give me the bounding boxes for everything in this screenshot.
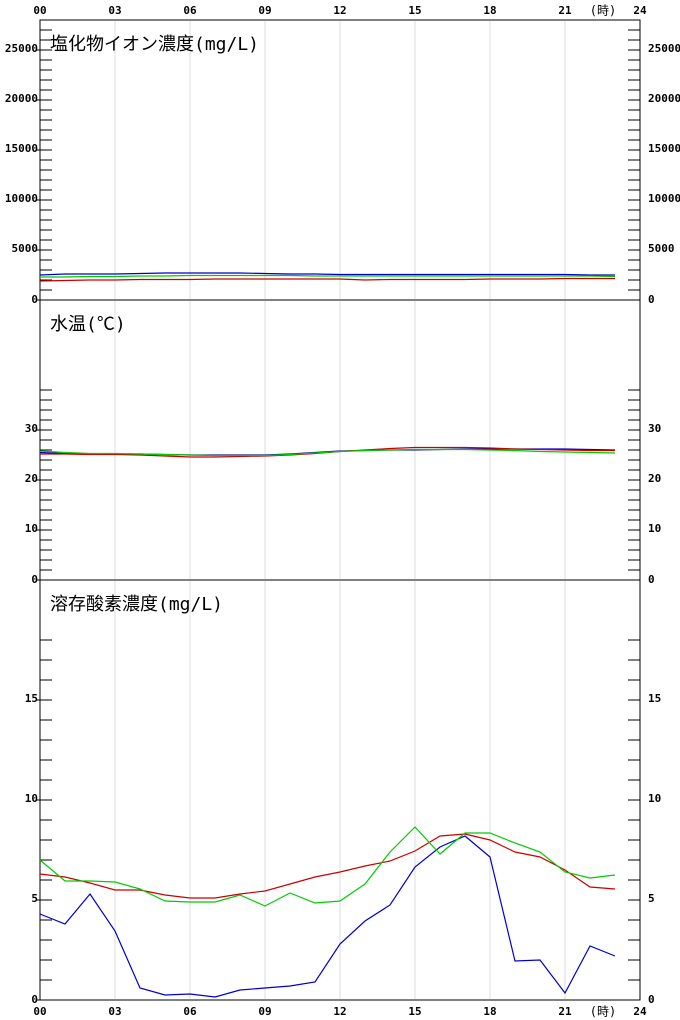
- data-line: [40, 274, 616, 278]
- x-tick-label: 18: [483, 1005, 496, 1018]
- y-tick-label: 0: [31, 293, 38, 306]
- x-tick-label: 06: [183, 1005, 197, 1018]
- y-tick-label: 10: [25, 792, 38, 805]
- y-tick-label: 10: [648, 792, 661, 805]
- y-tick-label: 20000: [5, 92, 38, 105]
- x-tick-label: 18: [483, 4, 496, 17]
- y-tick-label: 5: [648, 892, 655, 905]
- data-line: [39, 277, 615, 282]
- y-tick-label: 10: [25, 522, 38, 535]
- y-tick-label: 20: [25, 472, 38, 485]
- data-line: [39, 835, 616, 998]
- y-tick-label: 20: [648, 472, 661, 485]
- y-tick-label: 5000: [648, 242, 675, 255]
- y-tick-label: 10: [648, 522, 661, 535]
- x-tick-label: 00: [33, 1005, 46, 1018]
- x-tick-label: 15: [408, 4, 421, 17]
- data-line: [39, 826, 616, 907]
- y-tick-label: 0: [648, 993, 655, 1006]
- y-tick-label: 0: [31, 993, 38, 1006]
- x-unit: (時): [590, 1005, 616, 1019]
- y-tick-label: 0: [31, 573, 38, 586]
- x-tick-label: 03: [108, 4, 121, 17]
- y-tick-label: 0: [648, 573, 655, 586]
- x-tick-label: 03: [108, 1005, 121, 1018]
- x-tick-label: 12: [333, 4, 346, 17]
- x-tick-label: 09: [258, 1005, 271, 1018]
- y-tick-label: 5000: [12, 242, 39, 255]
- x-tick-label: 24: [633, 1005, 647, 1018]
- x-tick-label: 00: [33, 4, 46, 17]
- y-tick-label: 15000: [648, 142, 680, 155]
- x-tick-label: 21: [558, 1005, 572, 1018]
- panel-title: 溶存酸素濃度(mg/L): [50, 594, 223, 615]
- x-tick-label: 09: [258, 4, 271, 17]
- x-tick-label: 21: [558, 4, 572, 17]
- y-tick-label: 25000: [5, 42, 38, 55]
- x-tick-label: 12: [333, 1005, 346, 1018]
- y-tick-label: 15: [25, 692, 38, 705]
- y-tick-label: 0: [648, 293, 655, 306]
- y-tick-label: 30: [25, 422, 38, 435]
- y-tick-label: 15: [648, 692, 661, 705]
- y-tick-label: 5: [31, 892, 38, 905]
- data-line: [39, 833, 616, 899]
- data-line: [39, 272, 615, 276]
- y-tick-label: 25000: [648, 42, 680, 55]
- y-tick-label: 15000: [5, 142, 38, 155]
- y-tick-label: 20000: [648, 92, 680, 105]
- y-tick-label: 10000: [648, 192, 680, 205]
- x-tick-label: 15: [408, 1005, 421, 1018]
- x-tick-label: 06: [183, 4, 197, 17]
- panel-title: 塩化物イオン濃度(mg/L): [50, 34, 259, 55]
- y-tick-label: 10000: [5, 192, 38, 205]
- x-unit: (時): [590, 4, 616, 18]
- x-tick-label: 24: [633, 4, 647, 17]
- y-tick-label: 30: [648, 422, 661, 435]
- panel-title: 水温(℃): [50, 314, 126, 335]
- data-line: [39, 448, 616, 457]
